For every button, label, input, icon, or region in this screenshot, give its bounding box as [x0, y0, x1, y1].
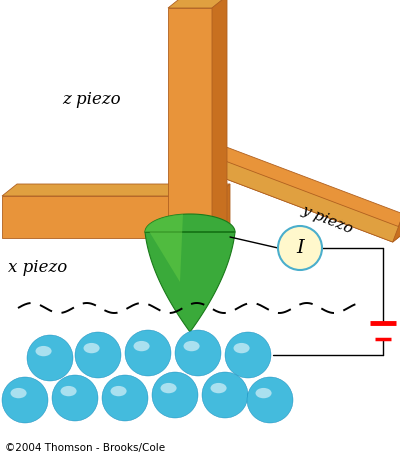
Ellipse shape	[84, 343, 100, 353]
Circle shape	[278, 226, 322, 270]
Polygon shape	[2, 184, 230, 196]
Text: I: I	[296, 239, 304, 257]
Polygon shape	[2, 196, 215, 238]
Circle shape	[152, 372, 198, 418]
Ellipse shape	[234, 343, 250, 353]
Ellipse shape	[184, 341, 200, 351]
Circle shape	[2, 377, 48, 423]
Ellipse shape	[60, 386, 77, 396]
Polygon shape	[212, 0, 227, 235]
Polygon shape	[145, 214, 183, 282]
Circle shape	[247, 377, 293, 423]
Ellipse shape	[36, 346, 52, 356]
Polygon shape	[145, 214, 235, 332]
Circle shape	[27, 335, 73, 381]
Text: y piezo: y piezo	[300, 203, 356, 237]
Text: z piezo: z piezo	[62, 92, 121, 108]
Polygon shape	[215, 184, 230, 238]
Polygon shape	[168, 8, 212, 235]
Polygon shape	[200, 157, 400, 242]
Ellipse shape	[110, 386, 127, 396]
Text: ©2004 Thomson - Brooks/Cole: ©2004 Thomson - Brooks/Cole	[5, 443, 165, 453]
Ellipse shape	[256, 388, 272, 398]
Circle shape	[202, 372, 248, 418]
Circle shape	[125, 330, 171, 376]
Ellipse shape	[160, 383, 177, 393]
Circle shape	[175, 330, 221, 376]
Ellipse shape	[10, 388, 27, 398]
Circle shape	[102, 375, 148, 421]
Polygon shape	[200, 141, 400, 242]
Polygon shape	[168, 0, 227, 8]
Circle shape	[75, 332, 121, 378]
Ellipse shape	[134, 341, 150, 351]
Text: x piezo: x piezo	[8, 259, 67, 276]
Polygon shape	[393, 202, 400, 242]
Ellipse shape	[210, 383, 227, 393]
Circle shape	[52, 375, 98, 421]
Circle shape	[225, 332, 271, 378]
